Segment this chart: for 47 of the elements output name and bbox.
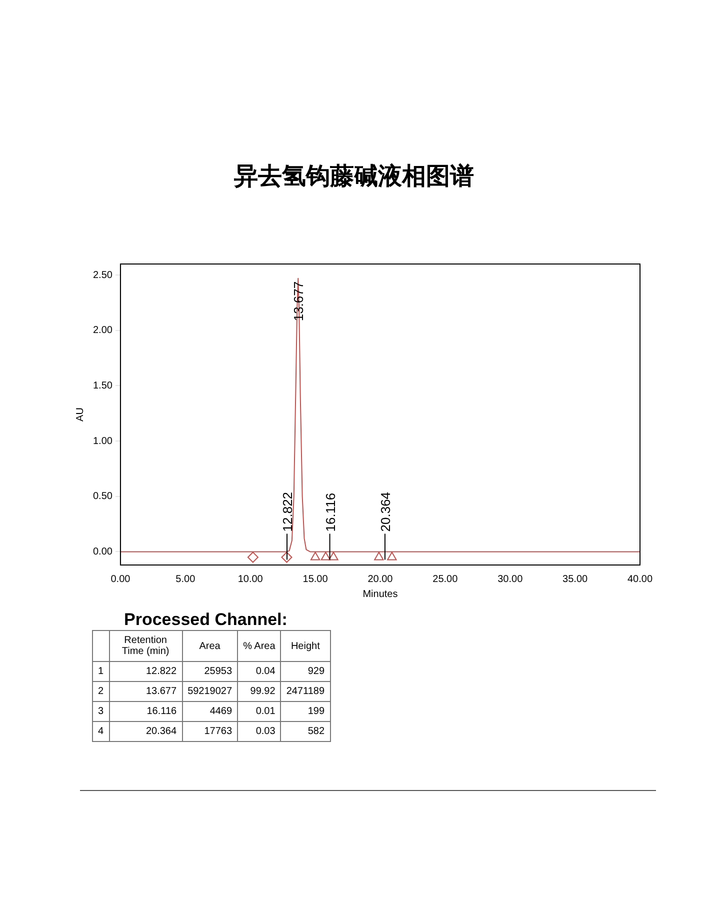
text: Processed Channel: bbox=[124, 610, 288, 630]
y-tick-label: 2.00 bbox=[92, 325, 113, 336]
text: Height bbox=[280, 630, 330, 662]
text: 13.677 bbox=[109, 682, 182, 702]
annotation: 20.364 bbox=[378, 492, 393, 532]
text: 25953 bbox=[182, 662, 238, 682]
x-tick-label: 10.00 bbox=[238, 574, 264, 585]
x-tick-label: 20.00 bbox=[368, 574, 394, 585]
chart-title: 异去氢钩藤碱液相图谱 bbox=[233, 160, 475, 192]
text: 2471189 bbox=[280, 682, 330, 702]
text: 4 bbox=[92, 722, 110, 742]
text: % Area bbox=[238, 630, 281, 662]
x-tick-label: 40.00 bbox=[627, 574, 653, 585]
text: 582 bbox=[280, 722, 330, 742]
text: Area bbox=[182, 630, 238, 662]
y-tick-label: 2.50 bbox=[92, 270, 113, 281]
text: Retention Time (min) bbox=[109, 630, 182, 662]
annotation: 16.116 bbox=[322, 492, 338, 532]
text: 59219027 bbox=[182, 682, 238, 702]
text: 3 bbox=[92, 702, 110, 722]
annotation: 13.677 bbox=[291, 281, 306, 322]
x-tick-label: 35.00 bbox=[562, 574, 588, 585]
x-tick-label: 5.00 bbox=[176, 574, 196, 585]
y-tick-label: 0.50 bbox=[92, 491, 113, 502]
text: 2 bbox=[92, 682, 110, 702]
text: 99.92 bbox=[238, 682, 281, 702]
x-tick-label: 25.00 bbox=[432, 574, 458, 585]
annotation: 12.822 bbox=[280, 492, 295, 532]
text: 1 bbox=[92, 662, 110, 682]
text: 4469 bbox=[182, 702, 238, 722]
text: 0.03 bbox=[238, 722, 281, 742]
text: 12.822 bbox=[109, 662, 182, 682]
text: 0.01 bbox=[238, 702, 281, 722]
x-tick-label: 30.00 bbox=[498, 574, 524, 585]
y-tick-label: 0.00 bbox=[92, 546, 113, 558]
y-axis-title: AU bbox=[74, 408, 86, 422]
text: 16.116 bbox=[109, 702, 182, 722]
x-tick-label: 0.00 bbox=[110, 574, 131, 585]
text: 17763 bbox=[182, 722, 238, 742]
y-tick-label: 1.50 bbox=[92, 380, 113, 392]
x-axis-title: Minutes bbox=[362, 588, 398, 600]
text: 199 bbox=[280, 702, 330, 722]
x-tick-label: 15.00 bbox=[302, 574, 328, 585]
text: 929 bbox=[280, 662, 330, 682]
y-tick-label: 1.00 bbox=[92, 436, 113, 447]
text: 0.04 bbox=[238, 662, 281, 682]
text: 20.364 bbox=[109, 722, 182, 742]
